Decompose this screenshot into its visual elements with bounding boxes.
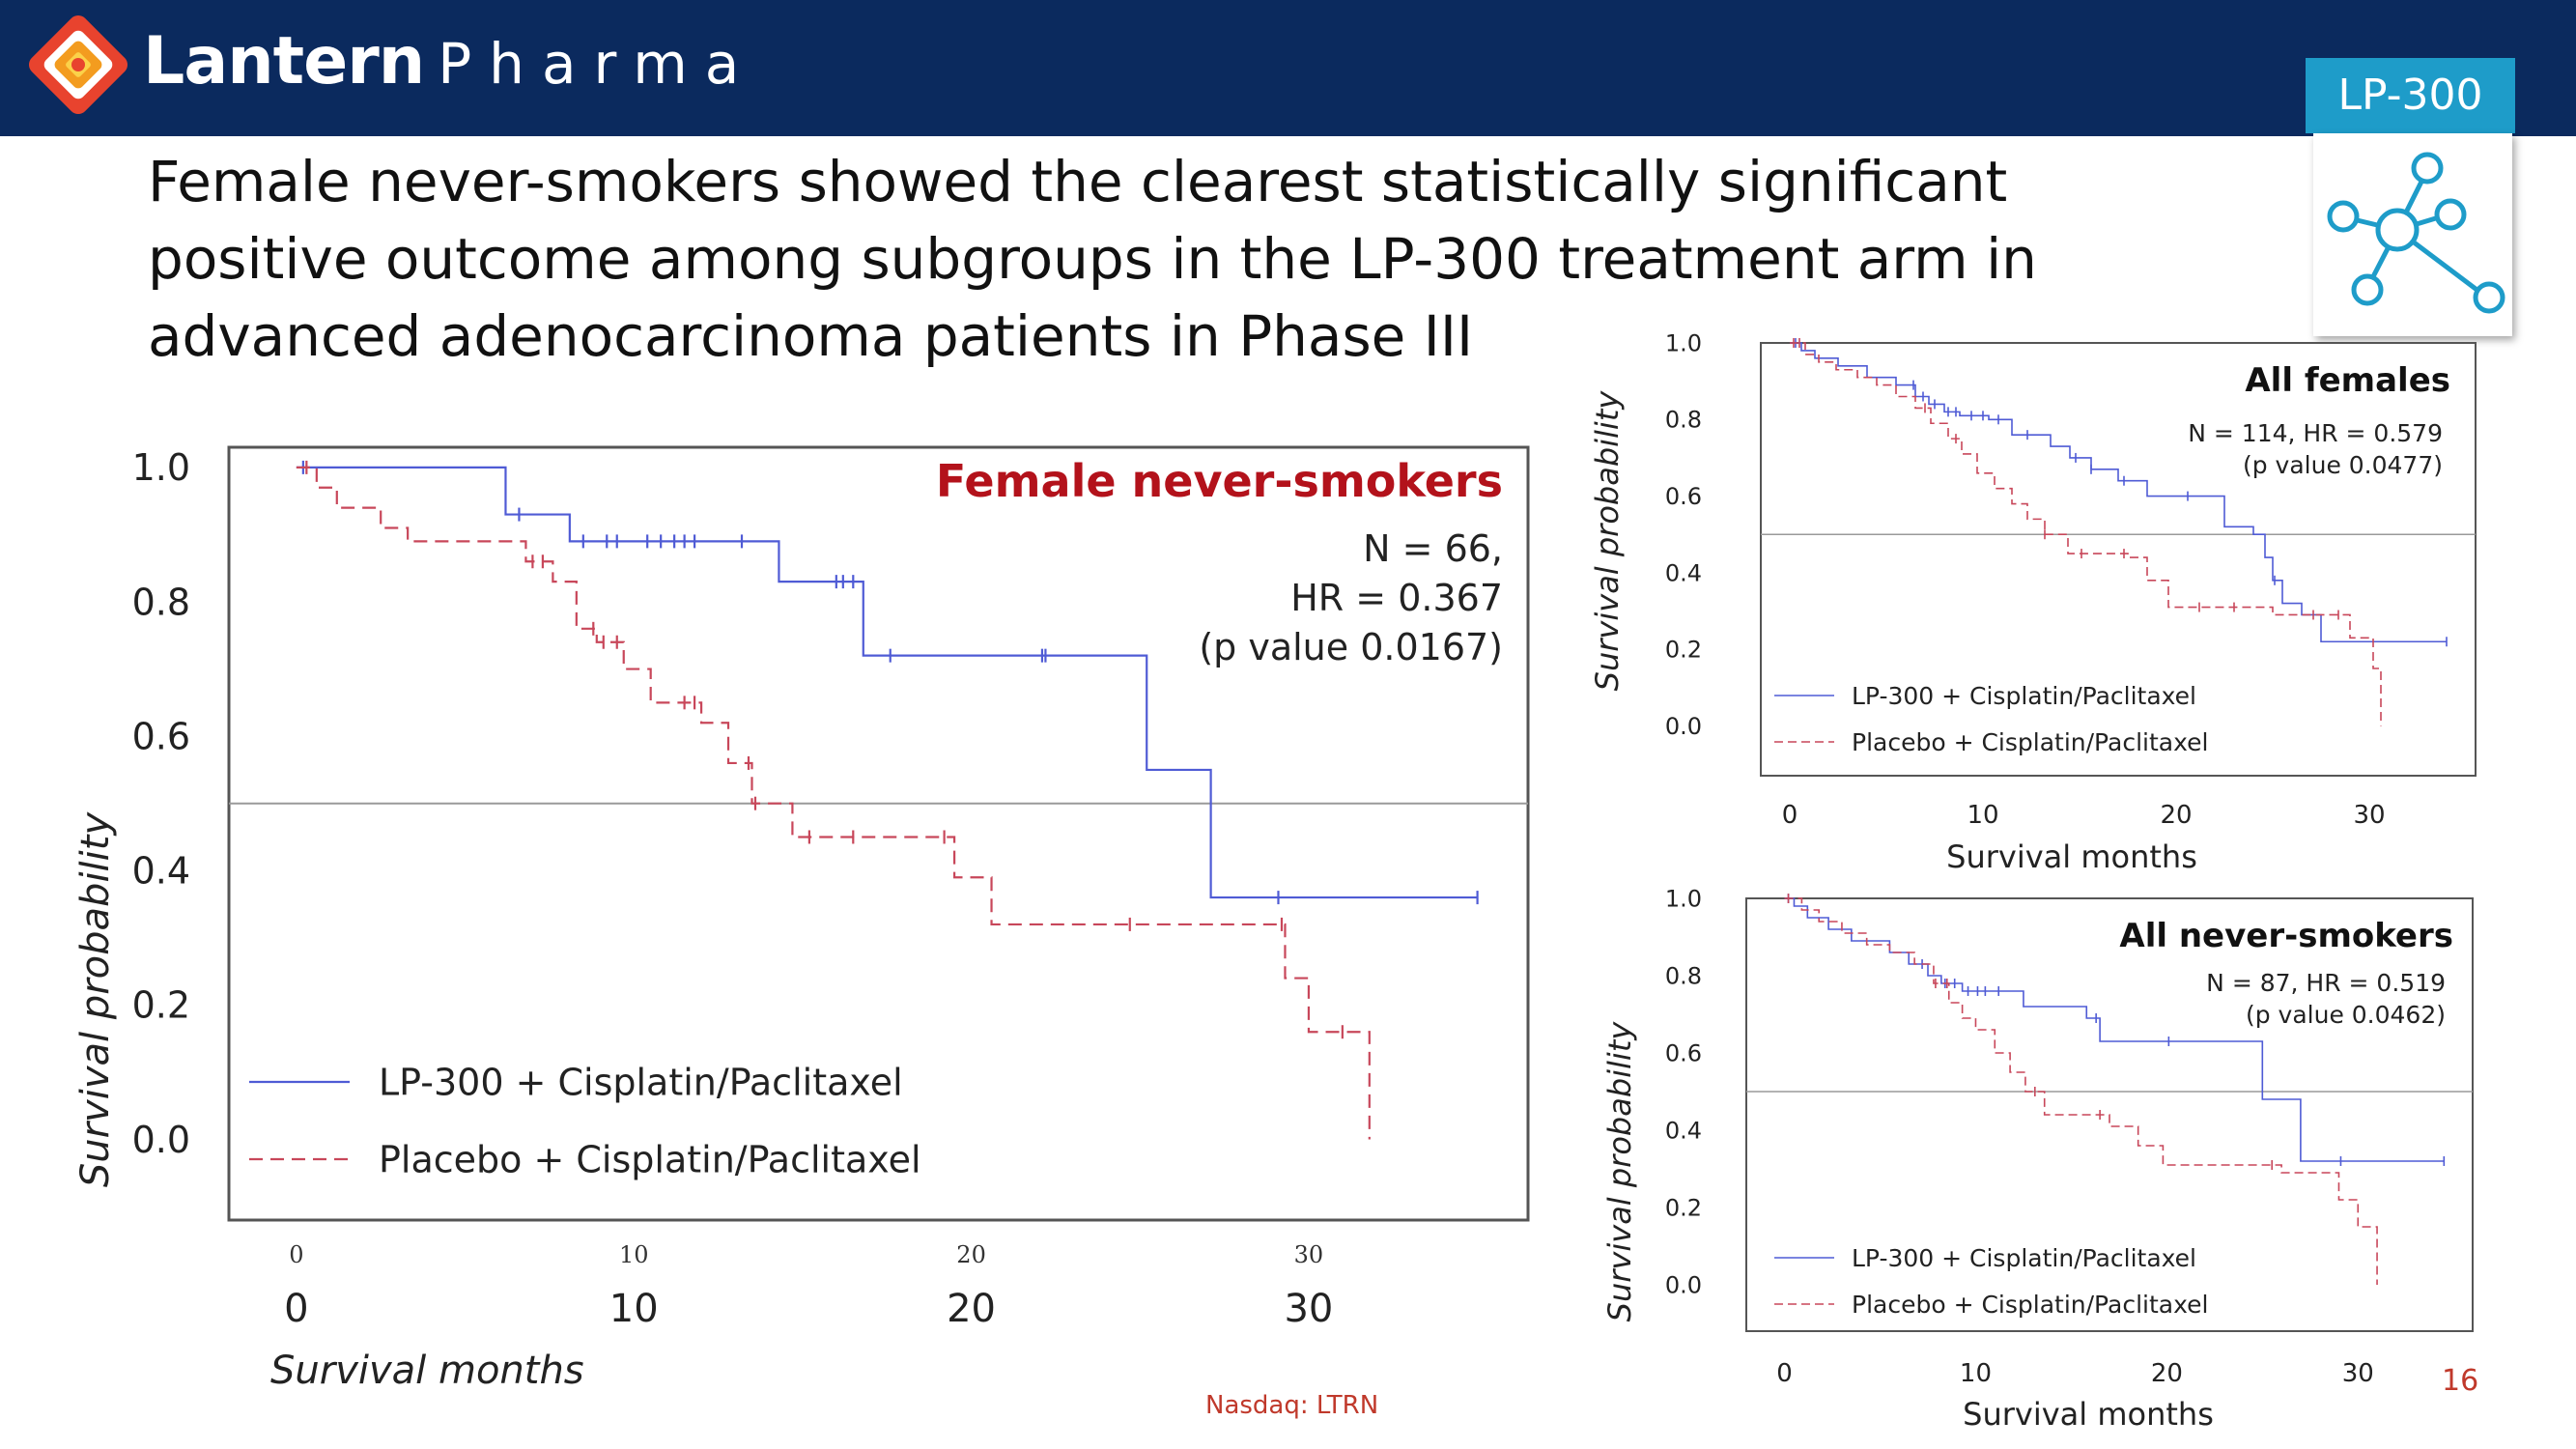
y-tick-label: 0.4 <box>1665 1117 1702 1144</box>
placebo-survival-curve <box>1784 897 2378 1285</box>
x-tick-label: 20 <box>947 1287 996 1331</box>
y-tick-label: 1.0 <box>1665 889 1702 912</box>
x-tick-label: 20 <box>2160 801 2192 830</box>
brand-name-part2: Pharma <box>438 31 757 97</box>
x-tick-label: 30 <box>1284 1287 1333 1331</box>
brand-name-part1: Lantern <box>143 23 425 99</box>
y-tick-label: 0.6 <box>1665 483 1702 510</box>
plot-frame <box>1745 897 2474 1332</box>
x-axis-label: Survival months <box>270 1349 584 1391</box>
chart-title: All females <box>2245 361 2450 400</box>
placebo-survival-curve <box>1790 342 2382 726</box>
x-tick-label: 0 <box>284 1287 308 1331</box>
lantern-logo-icon <box>28 14 128 115</box>
chart-stat-line: (p value 0.0167) <box>1199 626 1503 668</box>
legend-label-lp300: LP-300 + Cisplatin/Paclitaxel <box>379 1061 903 1103</box>
y-tick-label: 0.4 <box>1665 559 1702 586</box>
x-tick-label: 20 <box>2151 1359 2183 1388</box>
x-tick-label-small: 20 <box>956 1241 986 1268</box>
x-tick-label-small: 30 <box>1294 1241 1324 1268</box>
x-tick-label: 10 <box>1967 801 1998 830</box>
y-tick-label: 1.0 <box>1665 333 1702 356</box>
lp300-survival-curve <box>1784 897 2445 1162</box>
page-number: 16 <box>2442 1364 2479 1398</box>
chart-title: Female never-smokers <box>936 455 1503 507</box>
top-banner: Lantern Pharma <box>0 0 2576 136</box>
nasdaq-ticker: Nasdaq: LTRN <box>1205 1391 1379 1420</box>
y-tick-label: 0.2 <box>1665 1194 1702 1221</box>
y-tick-label: 0.6 <box>1665 1039 1702 1066</box>
x-tick-label-small: 10 <box>619 1241 649 1268</box>
x-tick-label: 30 <box>2342 1359 2374 1388</box>
all-females-survival-chart: 1.0 0.8 0.6 0.4 0.2 0.0 0 10 20 30 Survival months… <box>1589 333 2477 875</box>
chart-stat-line: N = 66, <box>1363 527 1503 570</box>
chart-stat-line: N = 114, HR = 0.579 <box>2188 419 2443 447</box>
y-tick-label: 0.0 <box>132 1119 190 1161</box>
chart-stat-line: (p value 0.0477) <box>2243 451 2443 479</box>
y-tick-label: 1.0 <box>132 446 190 489</box>
x-tick-label: 10 <box>609 1287 659 1331</box>
y-tick-label: 0.2 <box>132 984 190 1027</box>
chart-title: All never-smokers <box>2119 917 2453 955</box>
legend-label-lp300: LP-300 + Cisplatin/Paclitaxel <box>1852 682 2196 710</box>
chart-stat-line: N = 87, HR = 0.519 <box>2206 969 2446 997</box>
product-badge: LP-300 <box>2306 58 2515 133</box>
x-tick-label-small: 0 <box>289 1241 303 1268</box>
legend-label-placebo: Placebo + Cisplatin/Paclitaxel <box>379 1138 921 1180</box>
all-never-smokers-survival-chart: 1.0 0.8 0.6 0.4 0.2 0.0 0 10 20 30 Survival months… <box>1601 889 2474 1433</box>
y-tick-label: 0.6 <box>132 715 190 757</box>
y-tick-label: 0.8 <box>1665 407 1702 434</box>
chart-stat-line: HR = 0.367 <box>1290 577 1503 619</box>
badge-panel <box>2313 133 2512 336</box>
molecule-icon <box>2327 152 2505 314</box>
y-axis-label: Survival probability <box>1601 1021 1638 1322</box>
x-tick-label: 10 <box>1960 1359 1992 1388</box>
x-tick-label: 0 <box>1776 1359 1793 1388</box>
y-tick-label: 0.4 <box>132 850 190 893</box>
brand-name: Lantern Pharma <box>143 23 756 99</box>
x-axis-label: Survival months <box>1963 1396 2214 1433</box>
y-tick-label: 0.8 <box>1665 962 1702 989</box>
lp300-survival-curve <box>296 466 1478 899</box>
y-axis-label: Survival probability <box>73 811 118 1188</box>
legend-label-placebo: Placebo + Cisplatin/Paclitaxel <box>1852 728 2208 756</box>
chart-stat-line: (p value 0.0462) <box>2246 1001 2446 1029</box>
y-tick-label: 0.0 <box>1665 1271 1702 1298</box>
placebo-survival-curve <box>296 466 1371 1140</box>
lp300-survival-curve <box>1790 342 2447 643</box>
legend-label-lp300: LP-300 + Cisplatin/Paclitaxel <box>1852 1244 2196 1272</box>
slide-headline: Female never-smokers showed the clearest… <box>148 149 2037 369</box>
x-tick-label: 0 <box>1782 801 1798 830</box>
plot-frame <box>1760 342 2477 777</box>
y-tick-label: 0.8 <box>132 581 190 623</box>
legend-label-placebo: Placebo + Cisplatin/Paclitaxel <box>1852 1291 2208 1319</box>
x-axis-label: Survival months <box>1946 838 2197 875</box>
main-survival-chart: 1.0 0.8 0.6 0.4 0.2 0.0 0 10 20 30 0 10 20 30 Survival… <box>73 445 1530 1391</box>
y-tick-label: 0.0 <box>1665 713 1702 740</box>
plot-frame <box>227 445 1530 1222</box>
y-axis-label: Survival probability <box>1589 390 1626 692</box>
x-tick-label: 30 <box>2353 801 2385 830</box>
y-tick-label: 0.2 <box>1665 637 1702 664</box>
